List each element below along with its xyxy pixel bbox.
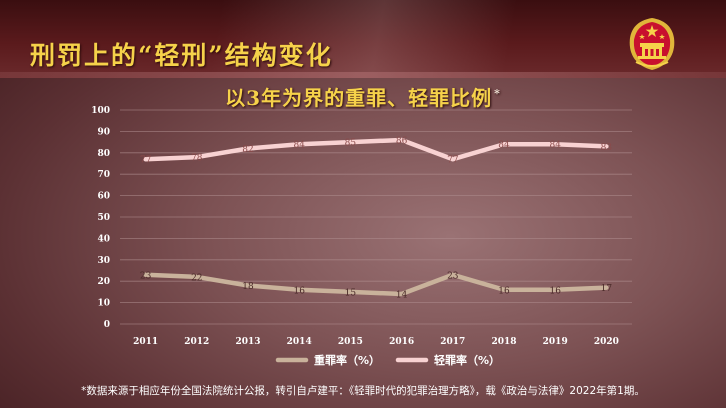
y-tick-label: 10 (97, 299, 110, 309)
x-tick-label: 2011 (133, 337, 158, 347)
legend: 重罪率（%） 轻罪率（%） (275, 353, 500, 367)
legend-label-1: 轻罪率（%） (434, 353, 500, 367)
y-tick-label: 80 (97, 149, 110, 159)
data-label: 22 (191, 273, 202, 283)
data-label: 84 (293, 141, 305, 151)
x-tick-label: 2014 (287, 337, 312, 347)
y-tick-label: 50 (97, 213, 110, 223)
y-tick-label: 70 (97, 170, 110, 180)
y-tick-label: 20 (97, 277, 110, 287)
x-tick-label: 2016 (389, 337, 414, 347)
x-tick-label: 2012 (184, 337, 209, 347)
x-axis-tick-labels: 2011 2012 2013 2014 2015 2016 2017 2018 2019 2020 (133, 337, 619, 347)
x-tick-label: 2015 (338, 337, 363, 347)
y-tick-label: 0 (104, 320, 110, 330)
series-lines (143, 137, 609, 297)
chart-title: 以3年为界的重罪、轻罪比例 * (0, 82, 726, 111)
series-line-0 (143, 272, 609, 297)
data-label: 78 (191, 154, 203, 164)
data-label: 18 (242, 282, 254, 292)
y-tick-label: 30 (97, 256, 110, 266)
data-labels: 23 22 18 16 15 14 23 16 16 17 77 78 82 84 85 86 77 84 84 83 (140, 136, 613, 300)
y-tick-label: 40 (97, 234, 110, 244)
data-label: 86 (396, 136, 408, 146)
data-label: 16 (498, 286, 510, 296)
data-label: 82 (242, 145, 253, 155)
gridlines (120, 109, 632, 325)
data-label: 17 (601, 284, 613, 294)
data-label: 23 (140, 271, 152, 281)
x-tick-label: 2019 (543, 337, 568, 347)
y-tick-label: 60 (97, 192, 110, 202)
data-label: 83 (601, 143, 613, 153)
y-tick-label: 100 (91, 106, 110, 116)
header-banner-edge (0, 72, 726, 78)
x-tick-label: 2017 (440, 337, 465, 347)
chart-title-text: 以3年为界的重罪、轻罪比例 (225, 86, 493, 110)
data-label: 15 (345, 288, 357, 298)
x-tick-label: 2018 (491, 337, 516, 347)
legend-label-0: 重罪率（%） (314, 353, 380, 367)
header-banner-sheen (0, 0, 726, 78)
y-axis-tick-labels: 0 10 20 30 40 50 60 70 80 90 100 (91, 106, 110, 330)
y-tick-label: 90 (97, 127, 110, 137)
national-emblem-icon (629, 18, 675, 70)
source-footnote: *数据来源于相应年份全国法院统计公报，转引自卢建平：《轻罪时代的犯罪治理方略》，… (81, 385, 645, 397)
x-tick-label: 2020 (594, 337, 619, 347)
x-tick-label: 2013 (235, 337, 260, 347)
data-label: 85 (345, 139, 357, 149)
data-label: 16 (293, 286, 305, 296)
data-label: 84 (498, 141, 510, 151)
series-line-1 (143, 137, 609, 162)
data-label: 84 (549, 141, 561, 151)
data-label: 14 (396, 291, 408, 301)
slide-title: 刑罚上的“轻刑”结构变化 (30, 41, 333, 70)
data-label: 77 (447, 156, 459, 166)
data-label: 16 (549, 286, 561, 296)
chart-title-footnote-mark: * (494, 87, 501, 101)
header-banner (0, 0, 726, 78)
data-label: 23 (447, 271, 459, 281)
data-label: 77 (140, 156, 152, 166)
